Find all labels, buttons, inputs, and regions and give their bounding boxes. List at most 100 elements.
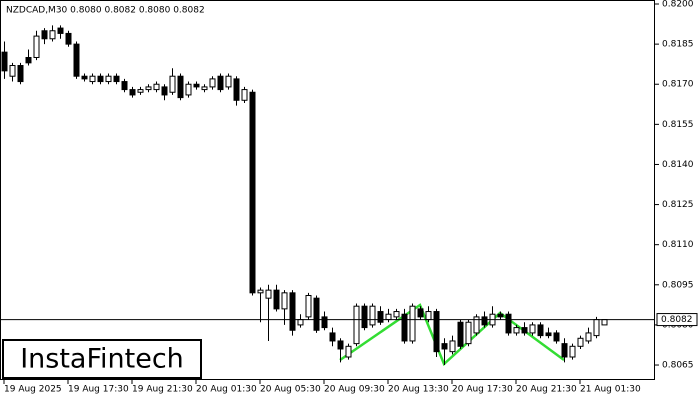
candle-body xyxy=(17,65,24,83)
candle-body xyxy=(1,51,8,72)
y-tick-label: 0.8170 xyxy=(662,80,694,90)
candle-body xyxy=(225,75,232,88)
candle-body xyxy=(209,78,216,88)
candle-body xyxy=(177,75,184,99)
candle-body xyxy=(433,311,440,353)
candle-body xyxy=(257,289,264,294)
candle-body xyxy=(473,316,480,334)
candle-body xyxy=(313,297,320,331)
candle-body xyxy=(369,305,376,326)
candle-body xyxy=(273,289,280,310)
candle-body xyxy=(441,343,448,350)
candle-body xyxy=(129,89,136,96)
x-tick-label: 20 Aug 13:30 xyxy=(388,385,449,395)
y-tick-label: 0.8185 xyxy=(662,40,694,50)
y-tick-label: 0.8110 xyxy=(662,240,694,250)
candle-body xyxy=(505,313,512,334)
y-tick-label: 0.8140 xyxy=(662,160,694,170)
candle-body xyxy=(601,319,608,326)
candle-body xyxy=(113,75,120,83)
candle-body xyxy=(521,327,528,334)
candle-body xyxy=(561,343,568,358)
candle-body xyxy=(345,345,352,358)
candle-body xyxy=(201,86,208,91)
candle-body xyxy=(529,324,536,334)
candle-body xyxy=(105,75,112,83)
candle-body xyxy=(305,294,312,318)
candle-body xyxy=(137,89,144,93)
x-tick-label: 20 Aug 17:30 xyxy=(452,385,513,395)
candle-body xyxy=(465,321,472,345)
candle-body xyxy=(457,321,464,347)
candle-body xyxy=(153,83,160,91)
last-price-label: 0.8082 xyxy=(661,315,693,325)
candle-body xyxy=(377,311,384,323)
candles xyxy=(1,25,608,366)
candle-body xyxy=(145,86,152,91)
plot-frame xyxy=(0,0,655,380)
x-tick-label: 20 Aug 21:30 xyxy=(516,385,577,395)
candle-body xyxy=(97,75,104,83)
chart-title: NZDCAD,M30 0.8080 0.8082 0.8080 0.8082 xyxy=(6,6,205,16)
candle-body xyxy=(385,313,392,321)
candle-body xyxy=(337,340,344,350)
candle-body xyxy=(425,311,432,321)
candle-body xyxy=(353,305,360,345)
candle-body xyxy=(33,35,40,58)
candle-body xyxy=(497,313,504,318)
candle-body xyxy=(161,86,168,96)
x-tick-label: 21 Aug 01:30 xyxy=(580,385,641,395)
y-tick-label: 0.8125 xyxy=(662,200,694,210)
candle-body xyxy=(569,345,576,358)
candle-body xyxy=(281,292,288,310)
candle-body xyxy=(121,81,128,91)
candle-body xyxy=(241,89,248,101)
candle-body xyxy=(321,316,328,329)
logo: InstaFintech xyxy=(20,344,184,375)
candle-body xyxy=(265,289,272,299)
candle-body xyxy=(401,313,408,342)
candle-body xyxy=(409,305,416,342)
candle-body xyxy=(73,43,80,77)
x-tick-label: 19 Aug 2025 xyxy=(4,385,62,395)
candle-body xyxy=(417,308,424,318)
y-tick-label: 0.8065 xyxy=(662,361,694,371)
logo-box xyxy=(2,339,202,379)
candle-body xyxy=(249,91,256,294)
candle-body xyxy=(9,65,16,77)
candle-body xyxy=(217,75,224,91)
candle-body xyxy=(57,27,64,34)
candle-body xyxy=(25,56,32,64)
y-tick-label: 0.8200 xyxy=(662,0,694,10)
candle-body xyxy=(233,78,240,101)
candle-body xyxy=(169,75,176,93)
candle-body xyxy=(297,319,304,326)
candle-body xyxy=(553,332,560,342)
candle-body xyxy=(289,292,296,331)
last-price-box xyxy=(656,313,698,327)
x-tick-label: 20 Aug 05:30 xyxy=(260,385,321,395)
candle-body xyxy=(481,316,488,326)
x-tick-label: 19 Aug 17:30 xyxy=(68,385,129,395)
candle-body xyxy=(585,332,592,342)
candle-body xyxy=(577,337,584,347)
y-tick-label: 0.8095 xyxy=(662,280,694,290)
x-tick-label: 20 Aug 01:30 xyxy=(196,385,257,395)
candle-body xyxy=(193,83,200,88)
candle-body xyxy=(89,75,96,83)
x-tick-label: 20 Aug 09:30 xyxy=(324,385,385,395)
candle-body xyxy=(361,305,368,329)
y-tick-label: 0.8155 xyxy=(662,120,694,130)
candle-body xyxy=(545,332,552,337)
candle-body xyxy=(393,311,400,318)
candle-body xyxy=(513,327,520,334)
x-tick-label: 19 Aug 21:30 xyxy=(132,385,193,395)
candle-body xyxy=(41,30,48,40)
candle-body xyxy=(81,75,88,80)
candle-body xyxy=(449,340,456,353)
candle-body xyxy=(185,83,192,96)
candle-body xyxy=(593,319,600,337)
candle-body xyxy=(329,332,336,342)
candle-body xyxy=(65,32,72,45)
candle-body xyxy=(49,30,56,40)
